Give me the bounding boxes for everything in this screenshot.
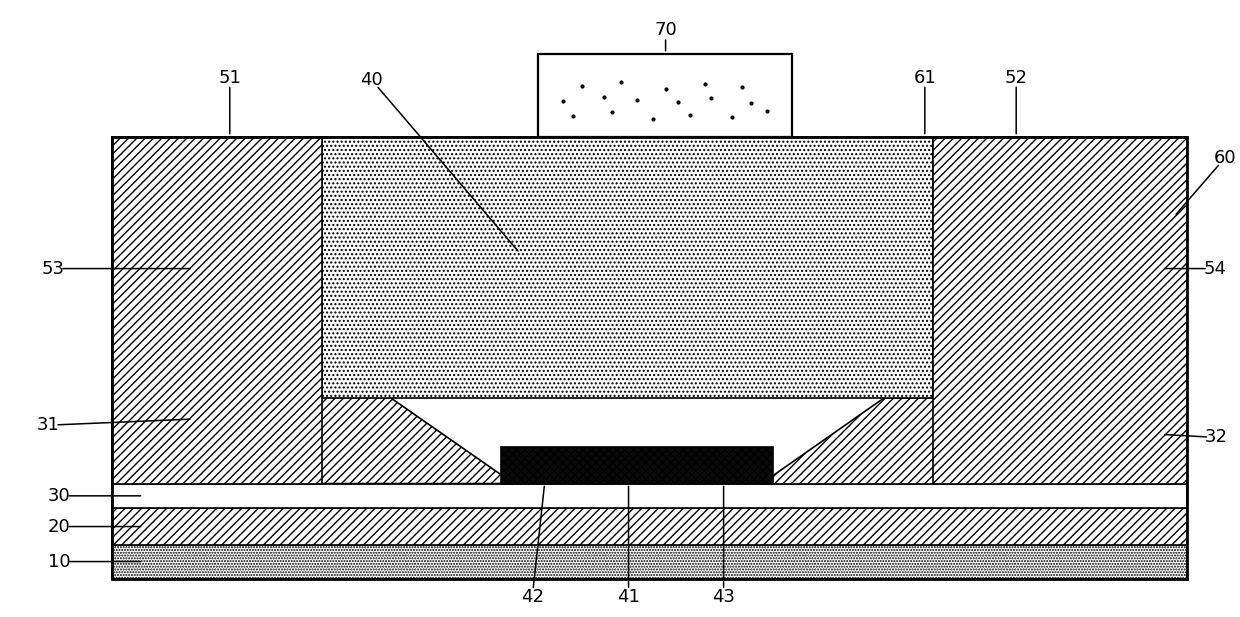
Text: 54: 54 <box>1204 260 1226 278</box>
Text: 30: 30 <box>48 487 71 505</box>
Bar <box>322 136 934 397</box>
Text: 70: 70 <box>655 21 677 39</box>
Bar <box>934 136 1187 484</box>
Text: 10: 10 <box>48 553 71 571</box>
Text: 53: 53 <box>42 260 64 278</box>
Text: 42: 42 <box>521 588 544 606</box>
Bar <box>934 136 1187 397</box>
Bar <box>538 54 791 136</box>
Text: 43: 43 <box>712 588 735 606</box>
Bar <box>113 545 1187 579</box>
Text: 52: 52 <box>1004 68 1028 86</box>
Text: 60: 60 <box>1214 149 1236 167</box>
Polygon shape <box>113 397 513 484</box>
Bar <box>113 508 1187 545</box>
Text: 32: 32 <box>1205 428 1228 447</box>
Text: 51: 51 <box>218 68 242 86</box>
Bar <box>113 136 1187 579</box>
Text: 41: 41 <box>618 588 640 606</box>
Bar <box>113 136 322 397</box>
Text: 31: 31 <box>37 416 60 434</box>
Text: 61: 61 <box>914 68 936 86</box>
Bar <box>113 484 1187 508</box>
Text: 20: 20 <box>48 518 71 536</box>
Polygon shape <box>760 397 1187 484</box>
Bar <box>501 447 773 484</box>
Text: 40: 40 <box>361 71 383 89</box>
Bar <box>113 136 322 484</box>
